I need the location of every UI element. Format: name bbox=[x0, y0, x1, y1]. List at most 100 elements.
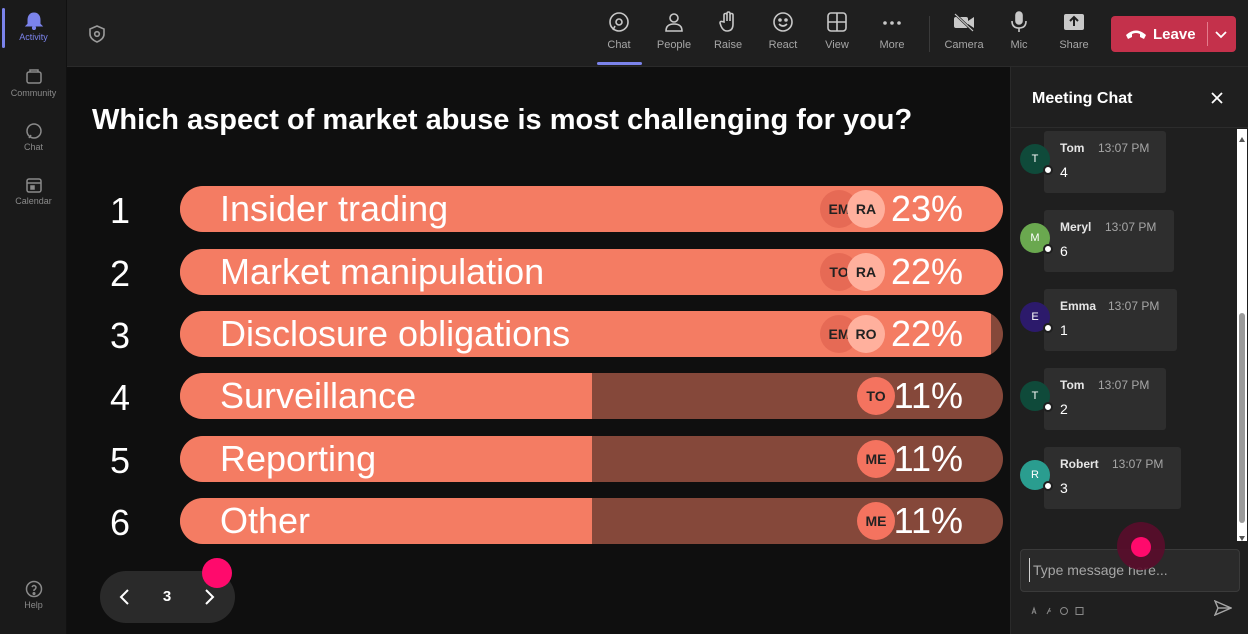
presence-status-icon bbox=[1043, 402, 1053, 412]
avatar[interactable]: T bbox=[1020, 381, 1053, 412]
toolbar-share-button[interactable]: Share bbox=[1049, 10, 1099, 51]
toolbar-label: People bbox=[656, 39, 692, 51]
toolbar-raise-button[interactable]: Raise bbox=[703, 10, 753, 51]
chat-icon bbox=[24, 122, 44, 140]
people-icon bbox=[662, 10, 686, 34]
poll-option-row: 2 Market manipulation TO RA 22% bbox=[90, 249, 1005, 297]
send-icon[interactable] bbox=[1213, 599, 1233, 617]
rail-item-calendar[interactable]: Calendar bbox=[0, 176, 67, 206]
chat-title: Meeting Chat bbox=[1032, 90, 1133, 107]
presence-status-icon bbox=[1043, 244, 1053, 254]
option-label: Insider trading bbox=[220, 188, 449, 229]
voter-avatar-chip: ME bbox=[857, 502, 895, 540]
toolbar-react-button[interactable]: React bbox=[758, 10, 808, 51]
avatar-initial: R bbox=[1031, 469, 1039, 481]
toolbar-label: Mic bbox=[1010, 39, 1028, 51]
sender-name: Tom bbox=[1060, 141, 1085, 155]
option-number: 3 bbox=[109, 315, 131, 356]
toolbar-label: View bbox=[825, 39, 849, 51]
message-bubble[interactable]: Emma 13:07 PM 1 bbox=[1044, 289, 1177, 351]
avatar[interactable]: E bbox=[1020, 302, 1053, 333]
option-percent: 22% bbox=[890, 313, 963, 354]
message-text: 6 bbox=[1060, 243, 1068, 259]
option-bar: Reporting ME 11% bbox=[180, 436, 1003, 482]
format-tools-icon[interactable] bbox=[1031, 603, 1091, 615]
close-icon[interactable] bbox=[1209, 90, 1225, 106]
toolbar-divider bbox=[929, 16, 930, 52]
leave-label: Leave bbox=[1153, 26, 1196, 43]
chevron-down-icon[interactable] bbox=[1214, 27, 1228, 41]
rail-label: Help bbox=[24, 600, 43, 610]
option-number: 4 bbox=[109, 377, 131, 418]
scroll-down-arrow-icon[interactable] bbox=[1238, 529, 1246, 541]
presence-status-icon bbox=[1043, 323, 1053, 333]
rail-item-activity[interactable]: Activity bbox=[0, 12, 67, 42]
option-number: 1 bbox=[109, 190, 131, 231]
voter-avatar-chip: RA bbox=[847, 253, 885, 291]
leave-button[interactable]: Leave bbox=[1111, 16, 1236, 52]
app-rail: Activity Community Chat Calendar Help bbox=[0, 0, 67, 634]
shield-icon[interactable] bbox=[87, 24, 107, 44]
message-bubble[interactable]: Meryl 13:07 PM 6 bbox=[1044, 210, 1174, 272]
avatar-initial: E bbox=[1031, 311, 1039, 323]
toolbar-view-button[interactable]: View bbox=[812, 10, 862, 51]
option-percent: 22% bbox=[890, 251, 963, 292]
toolbar-mic-button[interactable]: Mic bbox=[994, 10, 1044, 51]
message-timestamp: 13:07 PM bbox=[1098, 378, 1150, 392]
avatar[interactable]: R bbox=[1020, 460, 1053, 491]
rail-item-help[interactable]: Help bbox=[0, 580, 67, 610]
chat-scroll-thumb[interactable] bbox=[1239, 313, 1245, 523]
poll-question: Which aspect of market abuse is most cha… bbox=[92, 104, 913, 136]
cursor-highlight bbox=[1131, 537, 1151, 557]
chevron-right-icon[interactable] bbox=[200, 587, 218, 607]
page-number: 3 bbox=[162, 588, 172, 605]
sender-name: Meryl bbox=[1060, 220, 1092, 234]
option-label: Surveillance bbox=[220, 375, 417, 416]
camera-off-icon bbox=[952, 10, 976, 34]
rail-item-chat[interactable]: Chat bbox=[0, 122, 67, 152]
meeting-toolbar: Chat People Raise React View More bbox=[67, 0, 1248, 67]
poll-pager: 3 bbox=[100, 571, 235, 623]
option-bar: Insider trading EM RA 23% bbox=[180, 186, 1003, 232]
chat-icon bbox=[607, 10, 631, 34]
avatar[interactable]: T bbox=[1020, 144, 1053, 175]
phone-hangup-icon bbox=[1125, 27, 1147, 41]
option-label: Disclosure obligations bbox=[220, 313, 571, 354]
community-icon bbox=[24, 68, 44, 86]
chevron-left-icon[interactable] bbox=[116, 587, 134, 607]
option-bar-fill bbox=[180, 436, 592, 482]
message-bubble[interactable]: Robert 13:07 PM 3 bbox=[1044, 447, 1181, 509]
toolbar-more-button[interactable]: More bbox=[867, 10, 917, 51]
help-icon bbox=[24, 580, 44, 598]
message-text: 1 bbox=[1060, 322, 1068, 338]
toolbar-people-button[interactable]: People bbox=[649, 10, 699, 51]
message-bubble[interactable]: Tom 13:07 PM 4 bbox=[1044, 131, 1166, 193]
option-bar: Surveillance TO 11% bbox=[180, 373, 1003, 419]
message-bubble[interactable]: Tom 13:07 PM 2 bbox=[1044, 368, 1166, 430]
poll-option-row: 4 Surveillance TO 11% bbox=[90, 373, 1005, 421]
calendar-icon bbox=[24, 176, 44, 194]
option-number: 6 bbox=[109, 502, 131, 543]
rail-item-community[interactable]: Community bbox=[0, 68, 67, 98]
hand-icon bbox=[716, 10, 740, 34]
avatar[interactable]: M bbox=[1020, 223, 1053, 254]
toolbar-chat-button[interactable]: Chat bbox=[594, 10, 644, 51]
message-text: 2 bbox=[1060, 401, 1068, 417]
option-bar: Other ME 11% bbox=[180, 498, 1003, 544]
presence-status-icon bbox=[1043, 481, 1053, 491]
poll-option-row: 3 Disclosure obligations EM RO 22% bbox=[90, 311, 1005, 359]
option-label: Reporting bbox=[220, 438, 377, 479]
more-icon bbox=[880, 10, 904, 34]
message-timestamp: 13:07 PM bbox=[1112, 457, 1164, 471]
toolbar-label: Camera bbox=[944, 39, 984, 51]
toolbar-camera-button[interactable]: Camera bbox=[939, 10, 989, 51]
scroll-up-arrow-icon[interactable] bbox=[1238, 131, 1246, 142]
toolbar-label: Share bbox=[1059, 39, 1089, 51]
sender-name: Emma bbox=[1060, 299, 1097, 313]
rail-label: Chat bbox=[23, 142, 43, 152]
active-indicator bbox=[2, 8, 5, 48]
rail-label: Activity bbox=[19, 32, 48, 42]
option-bar: Disclosure obligations EM RO 22% bbox=[180, 311, 1003, 357]
toolbar-label: Raise bbox=[713, 39, 743, 51]
option-percent: 11% bbox=[893, 438, 963, 479]
